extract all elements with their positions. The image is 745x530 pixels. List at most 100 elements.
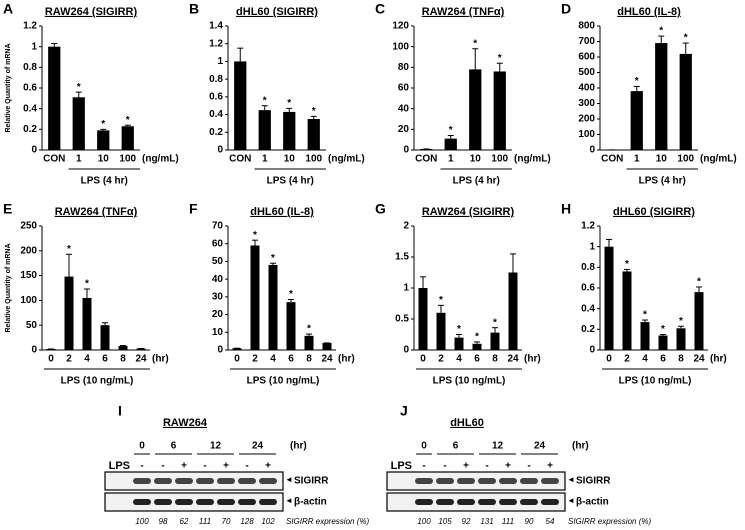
x-tick-label: 24	[693, 354, 705, 365]
y-tick-label: 0.8	[23, 62, 37, 73]
panel-letter: H	[561, 201, 571, 217]
expression-label: SIGIRR expression (%)	[286, 517, 369, 526]
y-tick-label: 1.5	[395, 252, 409, 263]
expression-label: SIGIRR expression (%)	[568, 517, 651, 526]
significance: *	[85, 279, 89, 290]
band	[499, 499, 517, 505]
bar	[630, 91, 643, 150]
y-tick-label: 1.2	[23, 21, 37, 32]
bar	[658, 335, 668, 350]
x-tick-label: 8	[678, 354, 684, 365]
x-tick-label: CON	[43, 154, 65, 165]
panel-letter: B	[189, 1, 199, 17]
x-tick-label: 100	[305, 154, 322, 165]
x-tick-label: 24	[321, 354, 333, 365]
bar	[493, 71, 506, 150]
y-axis-label: Relative Quantity of mRNA	[5, 243, 12, 332]
x-axis-label: LPS (4 hr)	[453, 176, 500, 187]
band	[154, 499, 172, 505]
y-tick-label: 100	[20, 295, 37, 306]
significance: *	[287, 98, 291, 109]
bar	[286, 302, 296, 350]
significance: *	[684, 33, 688, 44]
bar	[508, 272, 518, 350]
x-tick-label: 10	[656, 154, 668, 165]
chart-title: RAW264 (SIGIRR)	[45, 6, 138, 18]
y-tick-label: 0.6	[581, 283, 595, 294]
expression-value: 111	[502, 517, 514, 526]
x-tick-label: CON	[229, 154, 251, 165]
x-tick-label: 6	[660, 354, 666, 365]
band	[478, 478, 496, 484]
y-tick-label: 0.2	[209, 127, 223, 138]
y-tick-label: 0	[403, 145, 409, 156]
lane-sign: -	[443, 461, 446, 472]
lane-sign: +	[223, 461, 229, 472]
expression-value: 128	[240, 517, 254, 526]
x-tick-label: 6	[288, 354, 294, 365]
x-tick-label: 0	[606, 354, 612, 365]
x-tick-label: 0	[420, 354, 426, 365]
x-unit: (hr)	[338, 354, 355, 365]
lane-sign: -	[485, 461, 488, 472]
blot-title: RAW264	[163, 417, 208, 429]
x-unit: (hr)	[524, 354, 541, 365]
y-tick-label: 0	[217, 345, 223, 356]
y-tick-label: 20	[212, 309, 224, 320]
bar	[283, 111, 296, 150]
x-tick-label: 24	[135, 354, 147, 365]
expression-value: 98	[159, 517, 168, 526]
time-label: 6	[453, 441, 459, 452]
bar	[454, 337, 464, 350]
x-tick-label: 0	[234, 354, 240, 365]
blot-box	[386, 492, 566, 512]
bar	[418, 288, 428, 350]
x-tick-label: CON	[601, 154, 623, 165]
x-tick-label: 4	[84, 354, 90, 365]
panel-letter: C	[375, 1, 385, 17]
time-label: 24	[534, 441, 546, 452]
y-tick-label: 10	[212, 327, 224, 338]
bar	[100, 325, 110, 350]
x-tick-label: 8	[306, 354, 312, 365]
x-unit: (hr)	[710, 354, 727, 365]
x-unit: (ng/mL)	[700, 154, 737, 165]
bar	[436, 312, 446, 350]
significance: *	[473, 38, 477, 49]
x-tick-label: 100	[119, 154, 136, 165]
band	[457, 478, 475, 484]
band	[541, 478, 559, 484]
bar	[604, 246, 614, 350]
lane-sign: -	[527, 461, 530, 472]
significance: *	[289, 289, 293, 300]
significance: *	[697, 277, 701, 288]
y-tick-label: 600	[578, 52, 595, 63]
arrow: ◄	[285, 496, 293, 505]
bar	[82, 297, 92, 350]
bar	[121, 126, 134, 150]
expression-value: 102	[261, 517, 275, 526]
arrow: ◄	[567, 475, 575, 484]
expression-value: 92	[462, 517, 471, 526]
bar	[97, 130, 110, 150]
y-tick-label: 0	[403, 345, 409, 356]
significance: *	[77, 82, 81, 93]
y-tick-label: 200	[20, 245, 37, 256]
y-tick-label: 30	[212, 291, 224, 302]
x-tick-label: 10	[284, 154, 296, 165]
significance: *	[625, 259, 629, 270]
y-tick-label: 200	[578, 114, 595, 125]
y-tick-label: 2	[403, 221, 409, 232]
x-tick-label: 1	[76, 154, 82, 165]
significance: *	[126, 115, 130, 126]
y-tick-label: 0	[31, 145, 37, 156]
band	[415, 478, 433, 484]
y-tick-label: 1	[589, 241, 595, 252]
expression-value: 70	[222, 517, 231, 526]
x-tick-label: 8	[120, 354, 126, 365]
arrow: ◄	[567, 496, 575, 505]
bar	[118, 346, 128, 350]
x-axis-label: LPS (10 ng/mL)	[433, 376, 506, 387]
bar	[48, 46, 61, 150]
band	[259, 499, 277, 505]
